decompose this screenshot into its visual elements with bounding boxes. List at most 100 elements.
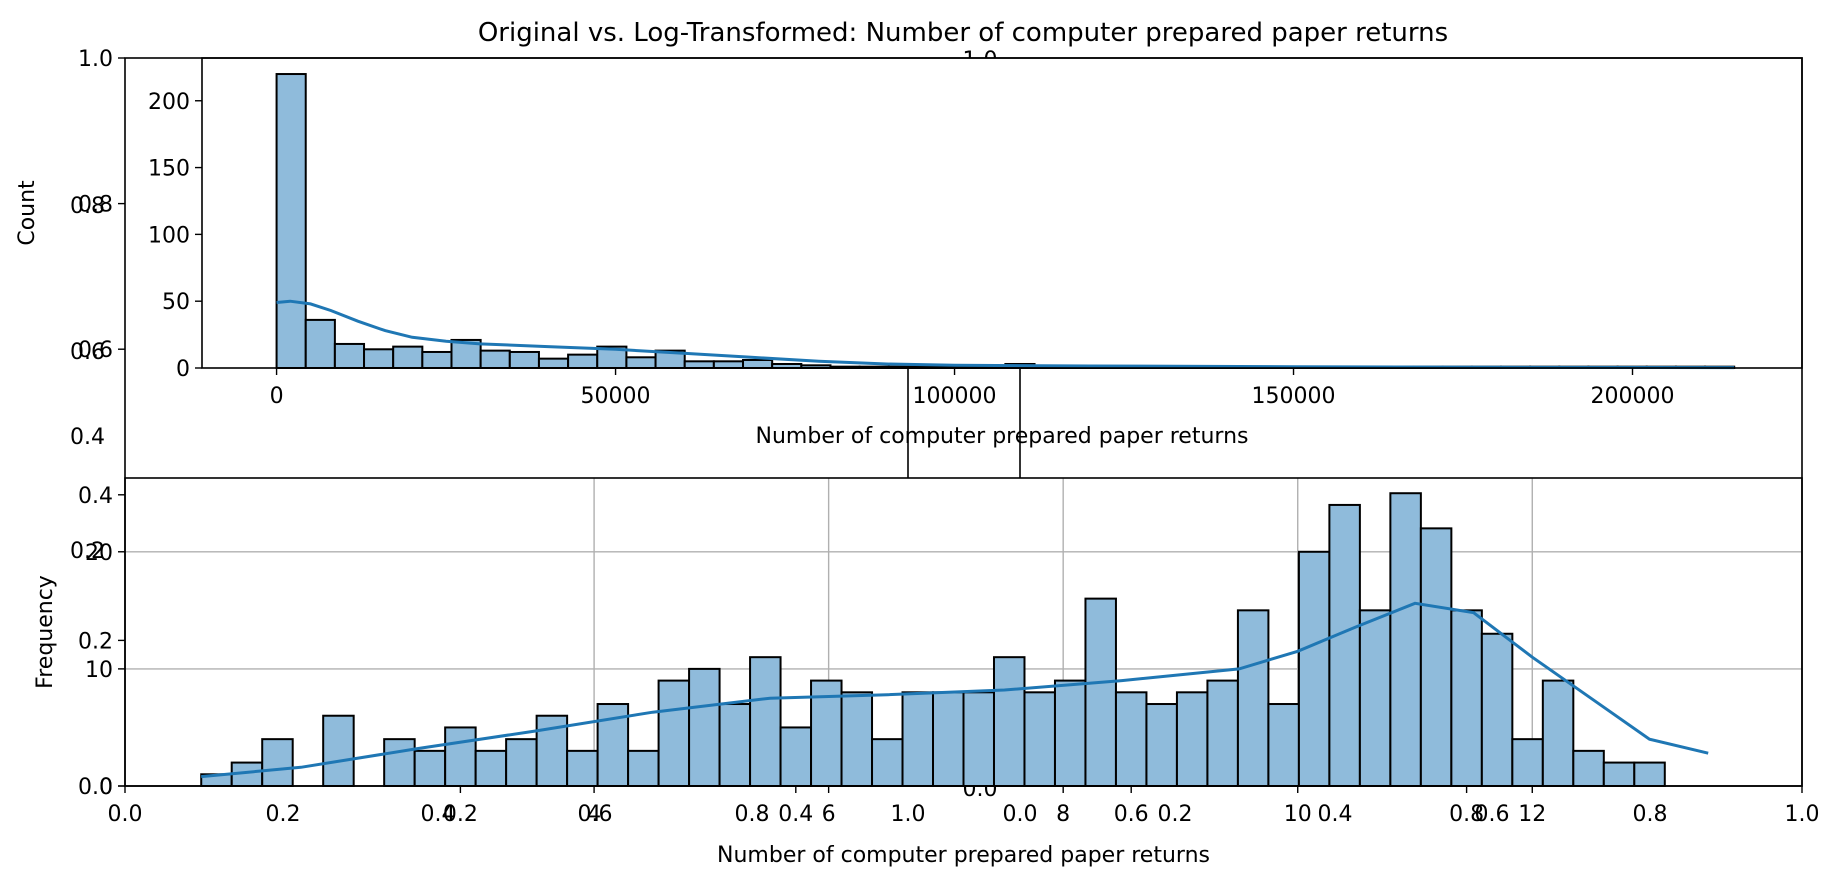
histogram-bar: [304, 318, 336, 369]
ghost-inner-y-label: 0.2: [70, 539, 105, 564]
ghost-inner-x-label: 0.0: [1003, 802, 1038, 827]
ghost-inner-y-label: 0.6: [70, 340, 105, 365]
y-axis-label: Count: [15, 180, 40, 246]
histogram-bar: [688, 667, 721, 787]
histogram-bar: [1511, 738, 1544, 787]
ghost-inner-x-label: 1.0: [891, 802, 926, 827]
x-tick-label: 50000: [581, 384, 651, 409]
ghost-y-tick-label: 0.0: [78, 775, 113, 800]
histogram-bar: [1114, 691, 1148, 787]
histogram-bar: [1389, 492, 1422, 787]
histogram-bar: [421, 350, 453, 369]
histogram-bar: [625, 356, 657, 369]
x-tick-label: 200000: [1591, 384, 1675, 409]
y-tick-label: 200: [148, 90, 190, 115]
x-tick-label: 100000: [913, 384, 997, 409]
ghost-inner-y-label: 0.4: [70, 425, 105, 450]
outer-axes-frame: [124, 57, 1803, 787]
ghost-inner-x-label: 0.8: [735, 802, 770, 827]
y-tick-label: 10: [85, 658, 113, 683]
histogram-bar: [1541, 679, 1575, 788]
histogram-bar: [1572, 749, 1605, 788]
histogram-bar: [392, 345, 424, 370]
kde-line: [201, 601, 1709, 779]
chart-title: Original vs. Log-Transformed: Number of …: [478, 18, 1448, 48]
histogram-bar: [871, 738, 904, 787]
ghost-x-tick-label: 0.8: [1449, 802, 1484, 827]
ghost-inner-x-label: 0.2: [1158, 802, 1193, 827]
histogram-bar: [1480, 632, 1514, 787]
x-tick-label: 6: [822, 802, 836, 827]
ghost-inner-x-label: 0.6: [1475, 802, 1510, 827]
ghost-inner-y-label: 0.8: [70, 194, 105, 219]
kde-line: [276, 299, 1735, 370]
histogram-bar: [1633, 761, 1666, 787]
histogram-bar: [1450, 609, 1483, 787]
histogram-bar: [383, 738, 416, 787]
histogram-bar: [962, 691, 995, 787]
histogram-bar: [567, 353, 599, 370]
x-tick-label: 150000: [1252, 384, 1336, 409]
ghost-inner-x-label: 0.4: [421, 802, 456, 827]
histogram-bar: [508, 350, 540, 369]
histogram-bar: [749, 656, 782, 787]
ghost-x-tick-label: 1.0: [1785, 802, 1820, 827]
histogram-bar: [261, 738, 294, 787]
ghost-x-tick-label: 0.0: [108, 802, 143, 827]
x-tick-label: 0: [270, 384, 284, 409]
ghost-y-tick-label: 0.2: [78, 629, 113, 654]
y-tick-label: 50: [162, 290, 190, 315]
x-tick-label: 8: [1056, 802, 1070, 827]
ghost-y-tick-label: 0.8: [78, 193, 113, 218]
histogram-bar: [657, 679, 691, 788]
y-tick-label: 0: [99, 775, 113, 800]
ghost-x-tick-label: 0.6: [1114, 802, 1149, 827]
top-histogram-panel: 0 50000 100000 150000 200000 0 50 100 150 200 Numb…: [15, 57, 1803, 449]
histogram-bar: [474, 749, 508, 788]
histogram-bar: [1145, 703, 1178, 788]
ghost-y-tick-label: 1.0: [78, 47, 113, 72]
x-axis-label: Number of computer prepared paper return…: [717, 843, 1210, 868]
x-axis-label: Number of computer prepared paper return…: [756, 424, 1249, 449]
histogram-bar: [742, 358, 774, 369]
histogram-bar: [537, 357, 570, 369]
histogram-bar: [479, 349, 511, 369]
ghost-y-tick-label: 0.6: [78, 338, 113, 363]
y-tick-label: 0: [176, 357, 190, 382]
plot-area: [202, 58, 1802, 368]
ghost-y-tick-label: 0.4: [78, 484, 113, 509]
ghost-inner-x-label: 0.4: [1318, 802, 1353, 827]
histogram-bar: [1358, 609, 1392, 787]
histogram-bar: [413, 749, 447, 788]
y-tick-label: 100: [148, 223, 190, 248]
histogram-bar: [1419, 527, 1453, 787]
histogram-bar: [505, 738, 538, 787]
histogram-bar: [932, 691, 965, 787]
histogram-bar: [779, 726, 813, 788]
histogram-bar: [450, 338, 482, 370]
histogram-bar: [627, 749, 660, 788]
ghost-x-tick-label: 0.4: [778, 802, 813, 827]
ghost-x-tick-label: 0.2: [443, 802, 478, 827]
histogram-bar: [1206, 679, 1239, 788]
x-tick-label: 4: [587, 802, 601, 827]
x-tick-label: 12: [1518, 802, 1546, 827]
histogram-bar: [322, 714, 355, 787]
histogram-bar: [333, 342, 366, 369]
ghost-inner-x-label: 0.8: [1633, 802, 1668, 827]
y-tick-label: 20: [85, 541, 113, 566]
histogram-bar: [1053, 679, 1087, 788]
histogram-bar: [1236, 609, 1270, 787]
histogram-bar: [1297, 550, 1331, 788]
histogram-bar: [1175, 691, 1209, 787]
y-axis-label: Frequency: [33, 575, 58, 689]
histogram-bar: [901, 691, 935, 787]
histogram-bar: [1084, 597, 1117, 788]
ghost-axis: 0.00.20.40.60.81.00.00.20.40.60.81.01.00…: [70, 47, 1820, 827]
histogram-bar: [1328, 503, 1361, 787]
histogram-bar: [275, 73, 307, 369]
ghost-inner-x-label: 0.6: [578, 802, 613, 827]
histogram-bar: [992, 656, 1026, 787]
histogram-bar: [840, 691, 874, 787]
